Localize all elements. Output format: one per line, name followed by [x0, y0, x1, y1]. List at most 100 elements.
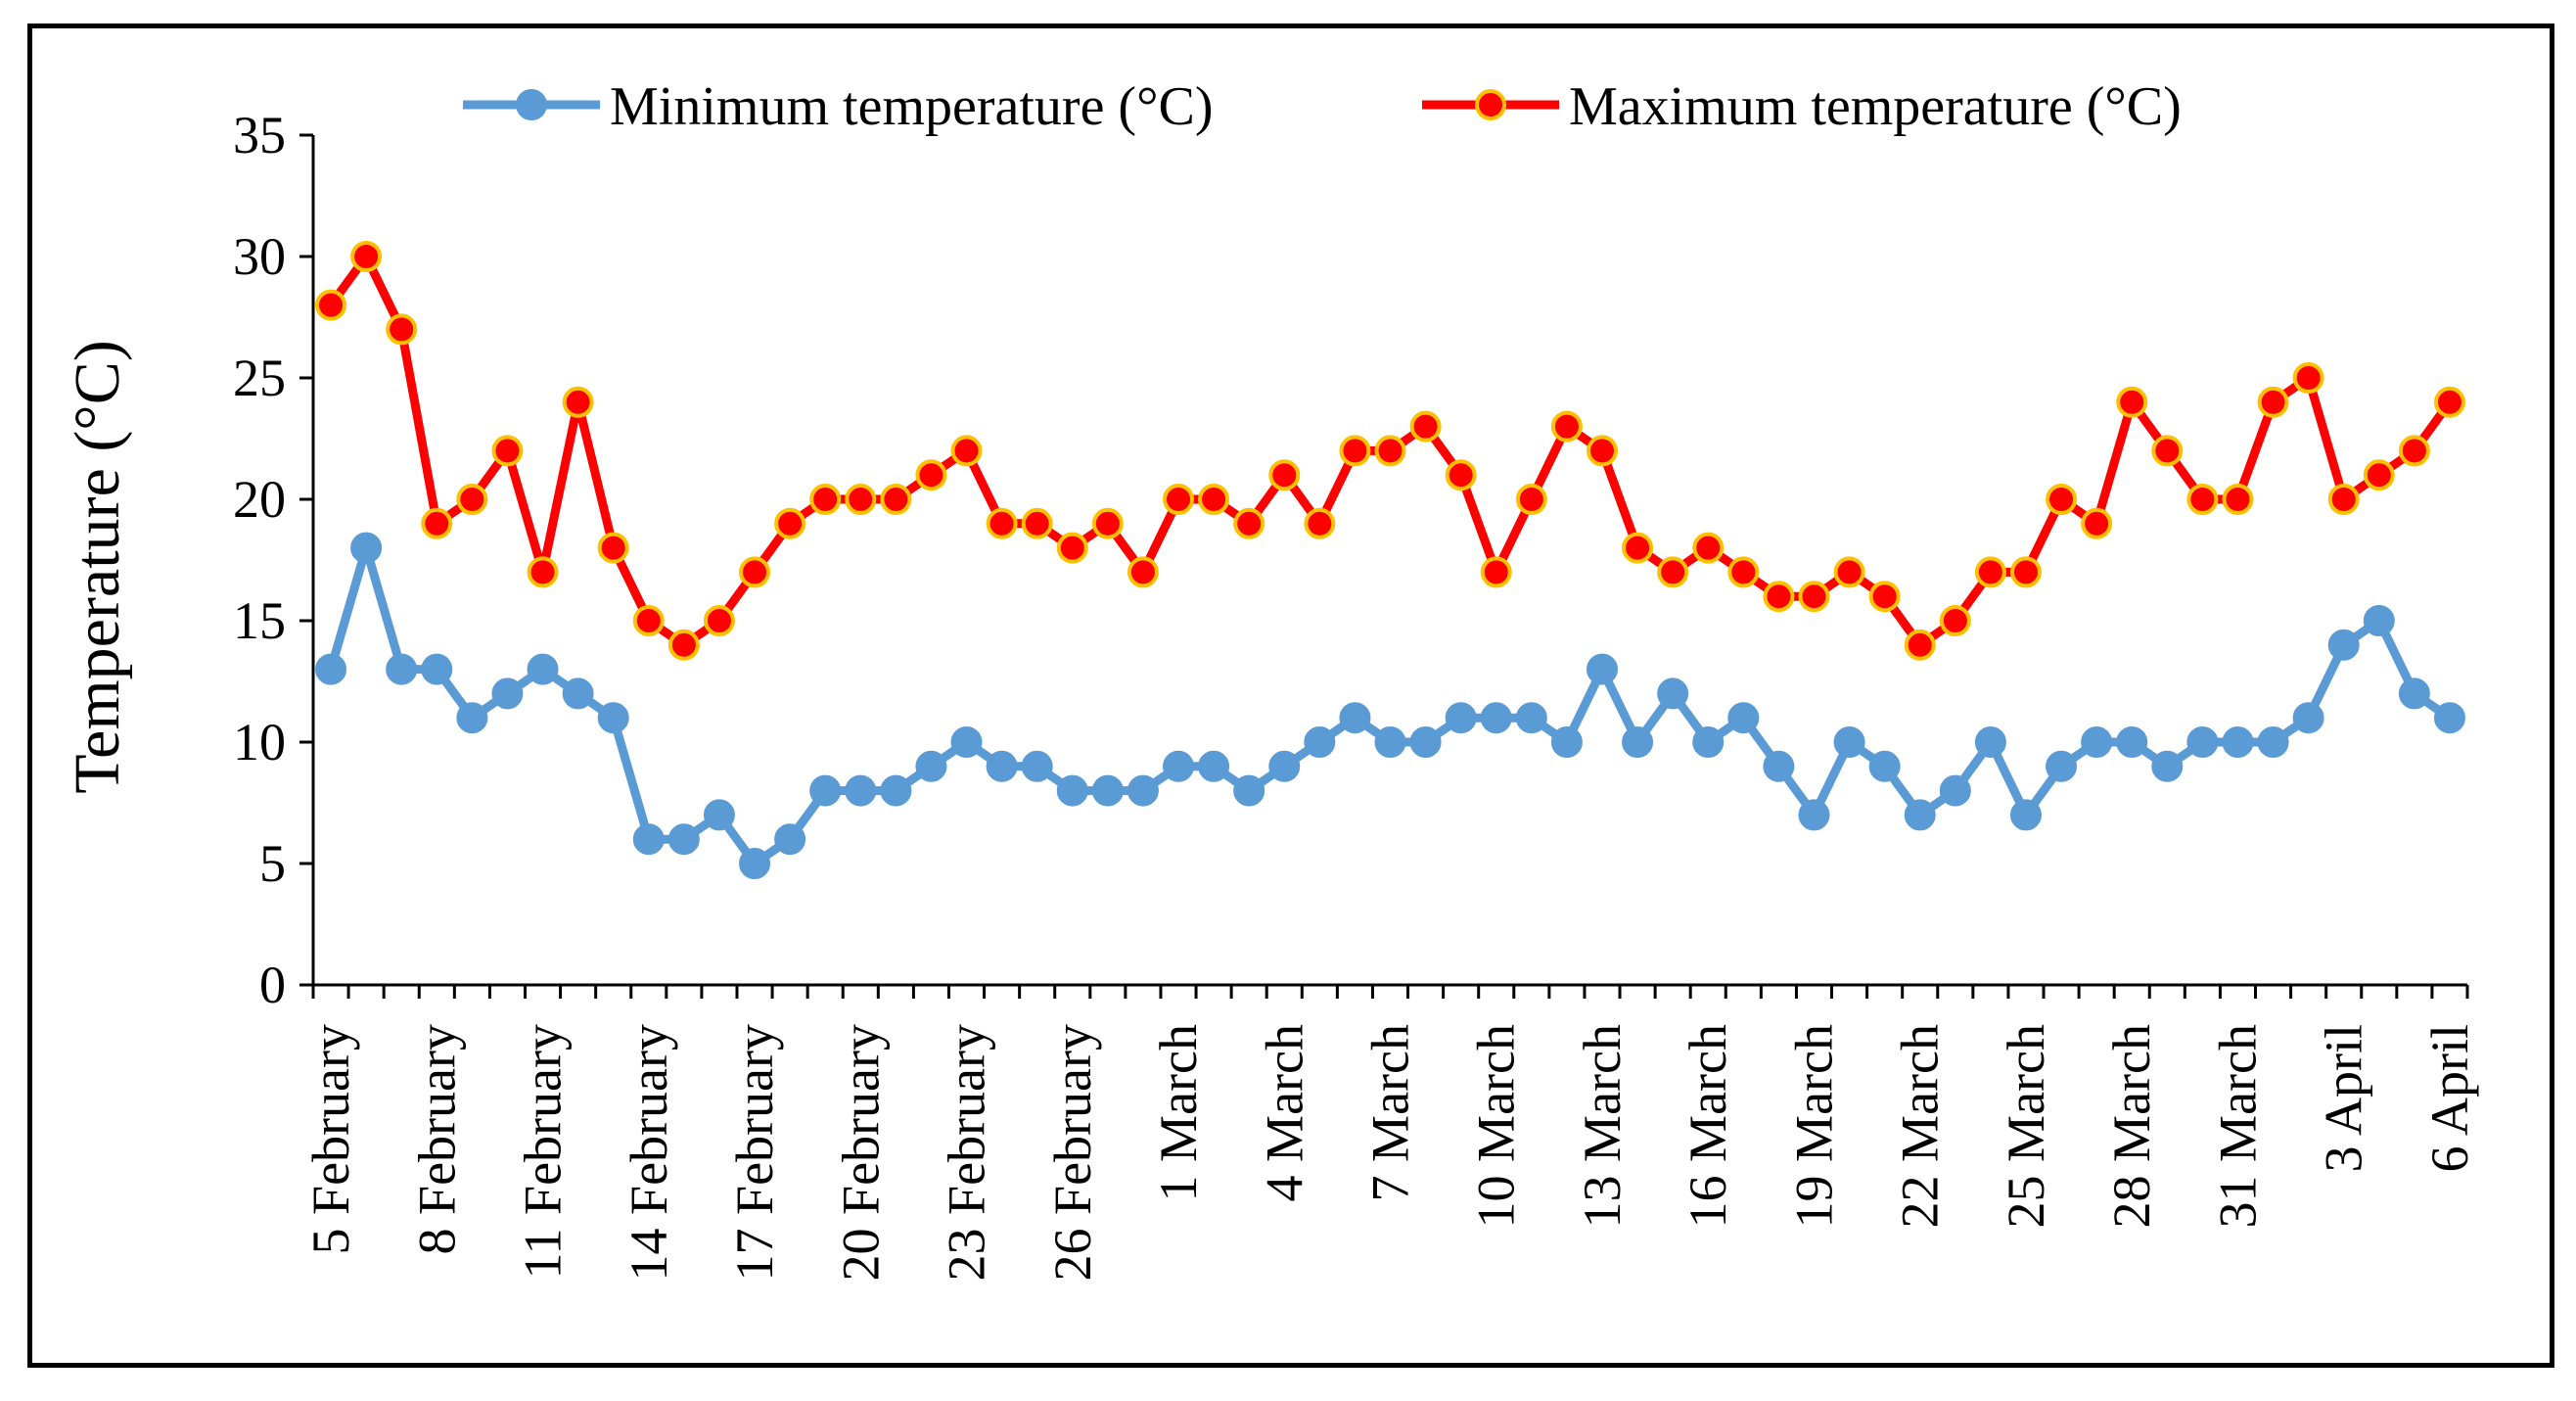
- data-point: [386, 653, 418, 685]
- data-point: [1233, 507, 1265, 539]
- data-point: [1727, 556, 1760, 588]
- data-point: [1374, 726, 1406, 758]
- data-point: [915, 750, 947, 782]
- data-point: [1868, 750, 1901, 782]
- data-point: [2292, 702, 2324, 734]
- data-point: [703, 799, 735, 831]
- data-point: [1515, 484, 1547, 515]
- data-point: [1339, 435, 1371, 467]
- data-point: [986, 507, 1018, 539]
- data-point: [1409, 410, 1442, 443]
- data-point: [1374, 435, 1406, 467]
- data-point: [2151, 435, 2184, 467]
- data-point: [2433, 386, 2465, 418]
- data-point: [774, 823, 806, 856]
- x-tick-label: 4 March: [1255, 1024, 1313, 1201]
- data-point: [1515, 702, 1547, 734]
- y-tick-label: 25: [233, 349, 286, 407]
- y-tick-label: 35: [233, 106, 286, 164]
- y-tick-label: 15: [233, 591, 286, 650]
- temperature-line-chart: Minimum temperature (°C) Maximum temperat…: [62, 76, 2479, 1281]
- data-point: [1657, 677, 1689, 710]
- legend-label: Maximum temperature (°C): [1569, 76, 2182, 137]
- data-point: [1727, 702, 1760, 734]
- data-point: [1833, 726, 1865, 758]
- chart-frame: Minimum temperature (°C) Maximum temperat…: [27, 23, 2554, 1368]
- data-point: [1939, 605, 1971, 636]
- data-point: [1127, 774, 1159, 807]
- x-tick-label: 3 April: [2315, 1024, 2373, 1173]
- data-point: [1198, 750, 1230, 782]
- data-point: [2363, 605, 2395, 636]
- data-point: [562, 677, 594, 710]
- data-point: [456, 702, 488, 734]
- x-tick-label: 17 February: [725, 1024, 784, 1281]
- series-maximum: [315, 241, 2465, 661]
- x-tick-label: 13 March: [1573, 1024, 1632, 1228]
- data-point: [315, 653, 347, 685]
- data-point: [1550, 726, 1583, 758]
- data-point: [1798, 799, 1830, 831]
- data-point: [880, 774, 912, 807]
- data-point: [667, 629, 700, 661]
- y-tick-label: 20: [233, 470, 286, 529]
- data-point: [421, 507, 453, 539]
- data-point: [632, 605, 665, 636]
- data-point: [1692, 726, 1725, 758]
- data-point: [491, 435, 524, 467]
- data-point: [667, 823, 700, 856]
- data-point: [1974, 556, 2006, 588]
- data-point: [1198, 484, 1230, 515]
- x-tick-label: 28 March: [2102, 1024, 2161, 1228]
- x-tick-label: 16 March: [1679, 1024, 1737, 1228]
- data-point: [1586, 435, 1618, 467]
- x-axis: 5 February 8 February 11 February 14 Februa…: [301, 983, 2479, 1281]
- data-point: [1056, 532, 1088, 564]
- data-point: [2009, 556, 2042, 588]
- legend-marker: [1475, 89, 1506, 120]
- data-point: [456, 484, 488, 515]
- data-point: [1268, 459, 1301, 491]
- data-point: [562, 386, 594, 418]
- legend-item: Maximum temperature (°C): [1422, 76, 2182, 137]
- data-point: [845, 484, 877, 515]
- y-tick-label: 30: [233, 227, 286, 286]
- data-point: [527, 556, 559, 588]
- data-point: [632, 823, 665, 856]
- data-point: [809, 484, 842, 515]
- data-point: [2327, 484, 2360, 515]
- data-point: [1268, 750, 1301, 782]
- data-point: [1586, 653, 1618, 685]
- data-point: [1163, 750, 1195, 782]
- data-point: [845, 774, 877, 807]
- data-point: [1480, 702, 1512, 734]
- data-point: [2116, 726, 2148, 758]
- x-tick-label: 5 February: [301, 1024, 360, 1254]
- series-line: [326, 543, 2453, 868]
- data-point: [2116, 386, 2148, 418]
- data-point: [2222, 726, 2254, 758]
- data-point: [950, 435, 983, 467]
- x-tick-label: 6 April: [2420, 1024, 2479, 1173]
- data-point: [1904, 629, 1936, 661]
- y-tick-label: 0: [259, 956, 286, 1014]
- data-point: [2398, 435, 2430, 467]
- x-tick-label: 1 March: [1149, 1024, 1208, 1201]
- data-point: [809, 774, 842, 807]
- data-point: [386, 313, 418, 346]
- x-tick-label: 14 February: [620, 1024, 678, 1281]
- series-layer: [315, 241, 2465, 879]
- data-point: [1445, 702, 1477, 734]
- data-point: [986, 750, 1018, 782]
- data-point: [1056, 774, 1088, 807]
- data-point: [2081, 507, 2113, 539]
- data-point: [2046, 750, 2078, 782]
- x-tick-label: 20 February: [831, 1024, 890, 1281]
- data-point: [1091, 774, 1124, 807]
- y-tick-label: 10: [233, 713, 286, 771]
- data-point: [1480, 556, 1512, 588]
- data-point: [1445, 459, 1477, 491]
- x-tick-label: 25 March: [1997, 1024, 2055, 1228]
- data-point: [597, 532, 629, 564]
- data-point: [2433, 702, 2465, 734]
